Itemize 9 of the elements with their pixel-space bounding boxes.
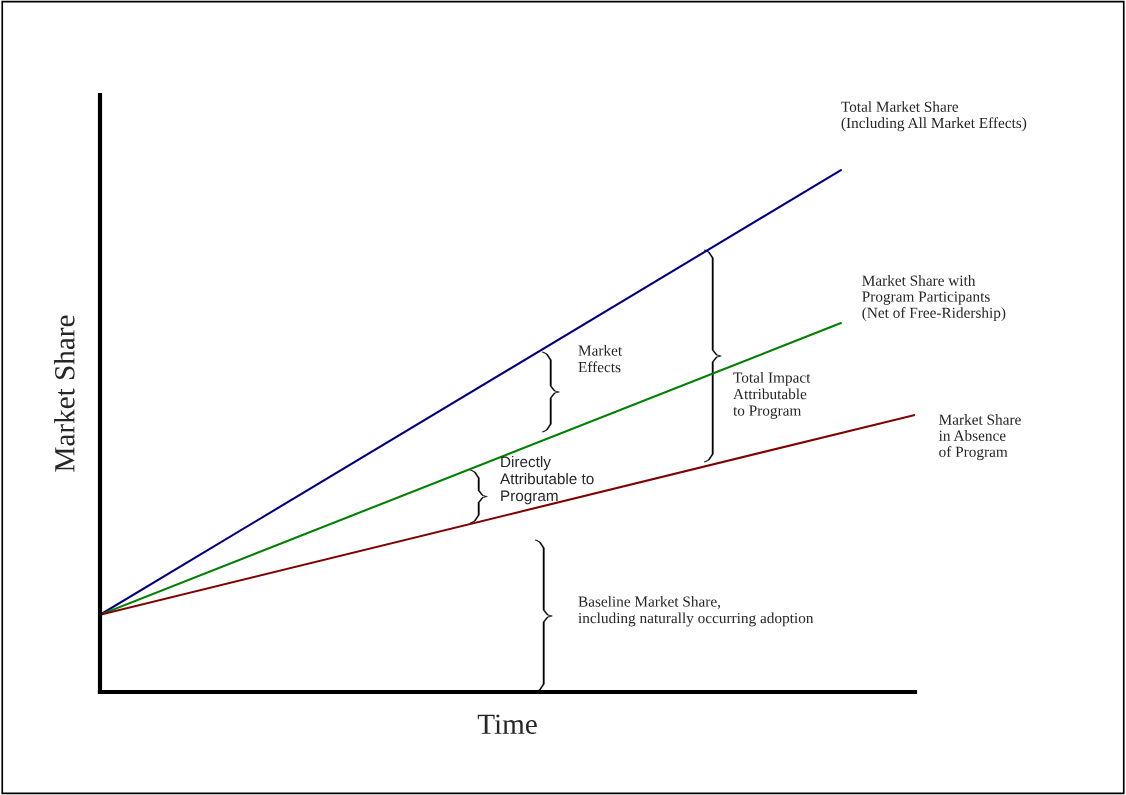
annotation: Market Effects	[578, 345, 623, 373]
annotation: Total Impact Attributable to Program	[733, 372, 811, 419]
annotation: Directly Attributable to Program	[500, 456, 594, 505]
y-axis-title: Market Share	[54, 315, 75, 472]
text: Total Market Share (Including All Market Effects)	[841, 101, 1027, 132]
series-label: Market Share with Program Participants (Net of Free-Ridership)	[862, 275, 1006, 322]
series-label: Market Share in Absence of Program	[938, 414, 1021, 461]
annotation: Baseline Market Share, including naturally occurring adoption	[578, 596, 814, 627]
x-axis-title: Time	[477, 714, 537, 735]
